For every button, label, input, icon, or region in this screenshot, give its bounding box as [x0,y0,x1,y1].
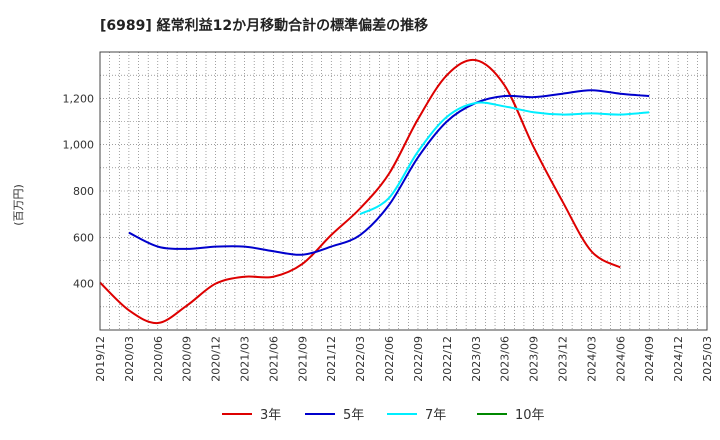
x-tick-label: 2020/12 [210,336,223,382]
series-group [99,58,650,325]
series-line-1 [128,89,650,256]
y-tick-label: 1,000 [63,139,95,152]
y-axis-ticks: 400 600 800 1,000 1,200 [63,92,95,290]
plot-area-border [99,51,708,331]
x-tick-label: 2023/12 [556,336,569,382]
legend-label-0: 3年 [260,408,281,423]
legend: 3年 5年 7年 10年 [222,408,545,423]
y-tick-label: 800 [73,185,94,198]
x-axis-ticks: 2019/12 2020/03 2020/06 2020/09 2020/12 2021/… [94,336,714,382]
legend-label-2: 7年 [425,408,446,423]
x-tick-label: 2023/03 [470,336,483,382]
x-tick-label: 2023/09 [528,336,541,382]
x-tick-label: 2021/12 [325,336,338,382]
x-tick-label: 2025/03 [701,336,714,382]
x-tick-label: 2019/12 [94,336,107,382]
x-tick-label: 2022/12 [441,336,454,382]
x-tick-label: 2020/03 [123,336,136,382]
grid-lines [100,52,707,330]
x-tick-label: 2021/06 [267,336,280,382]
series-line-0 [99,58,621,325]
x-tick-label: 2024/09 [643,336,656,382]
x-tick-label: 2023/06 [499,336,512,382]
x-tick-label: 2024/06 [614,336,627,382]
x-tick-label: 2022/06 [383,336,396,382]
x-tick-label: 2022/03 [354,336,367,382]
x-tick-label: 2021/09 [296,336,309,382]
y-tick-label: 400 [73,278,94,291]
legend-label-1: 5年 [343,408,364,423]
x-tick-label: 2024/12 [672,336,685,382]
x-tick-label: 2021/03 [239,336,252,382]
legend-label-3: 10年 [515,408,545,423]
x-tick-label: 2022/09 [412,336,425,382]
series-line-2 [359,101,650,216]
x-tick-label: 2020/09 [181,336,194,382]
y-tick-label: 600 [73,231,94,244]
x-tick-label: 2020/06 [152,336,165,382]
x-tick-label: 2024/03 [585,336,598,382]
chart-title: [6989] 経常利益12か月移動合計の標準偏差の推移 [100,17,428,34]
y-axis-label: (百万円) [12,184,25,226]
y-tick-label: 1,200 [63,92,95,105]
